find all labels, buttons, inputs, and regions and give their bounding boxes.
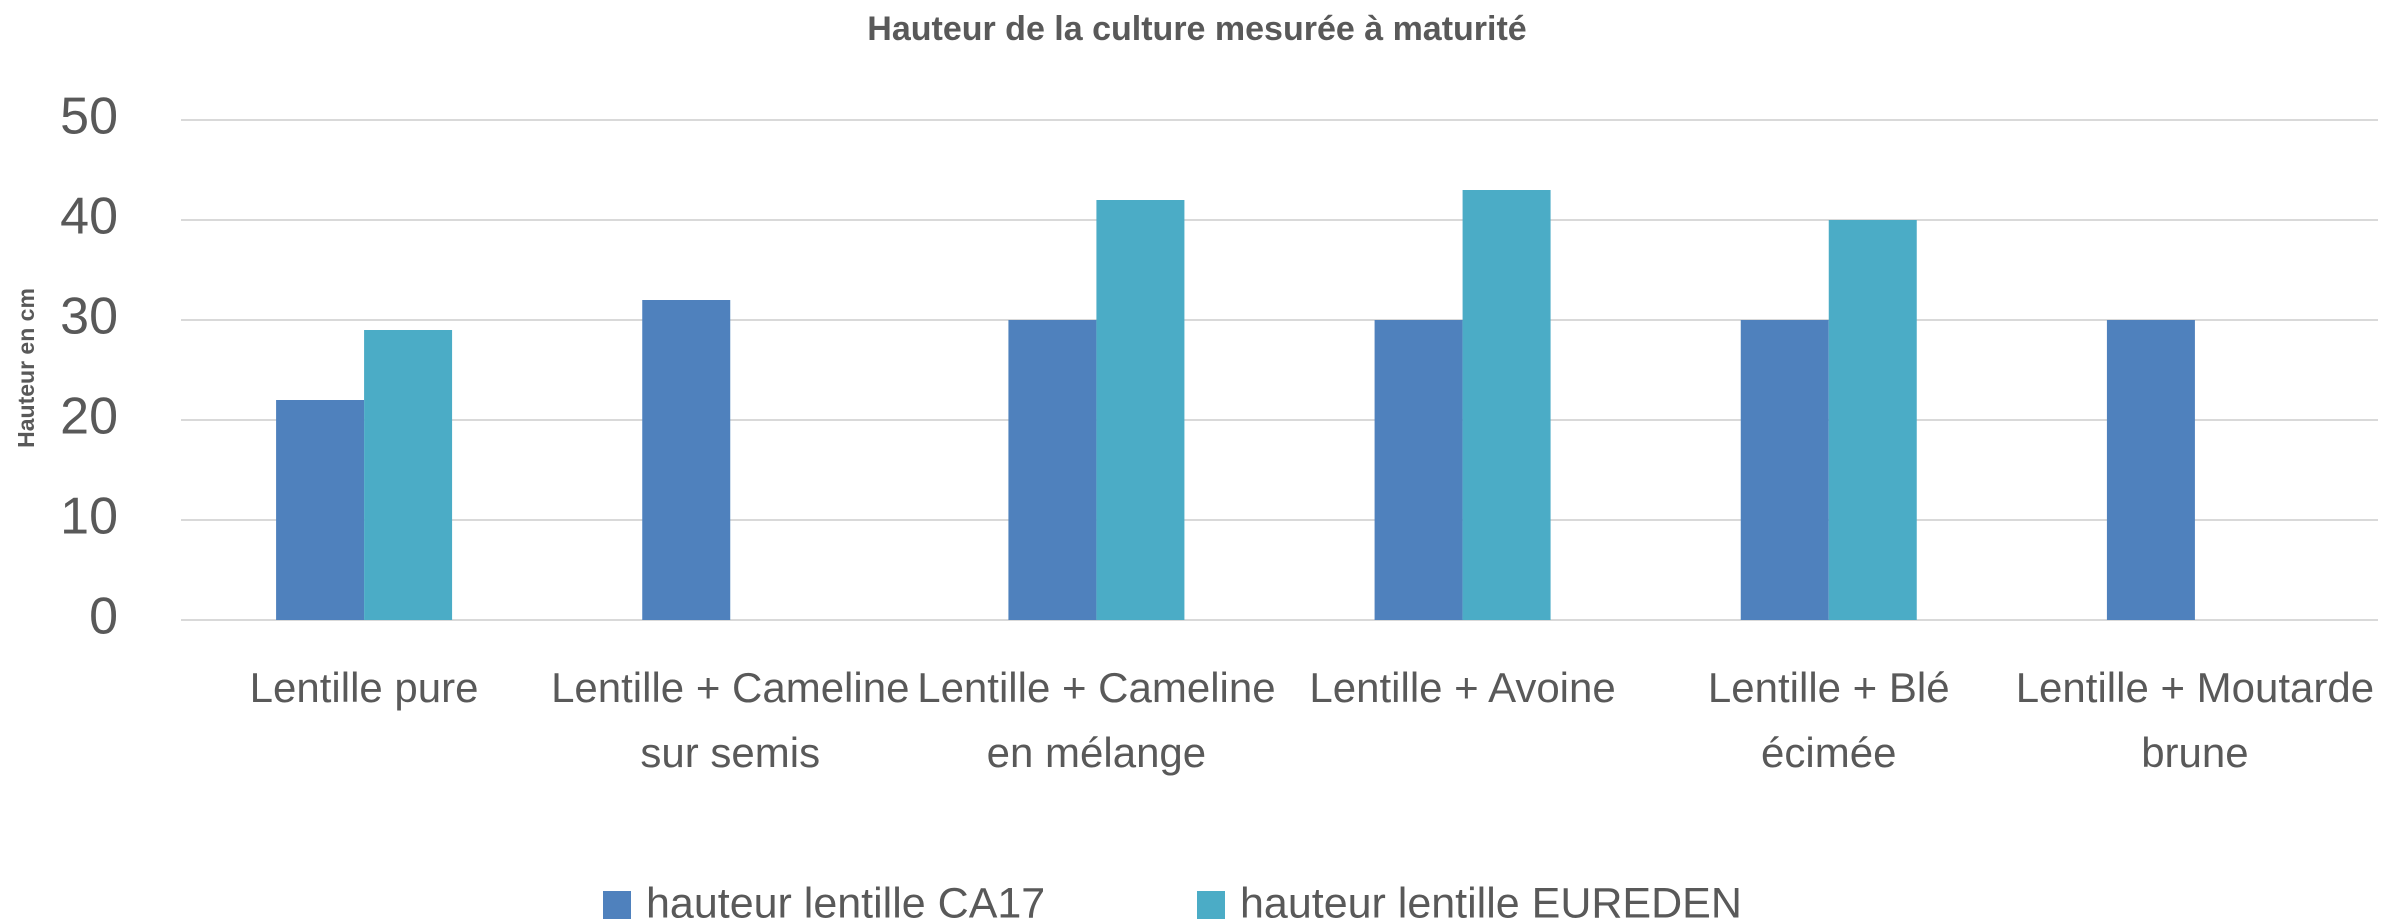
bar	[1740, 320, 1829, 620]
chart-title: Hauteur de la culture mesurée à maturité	[867, 10, 1526, 48]
bar	[1096, 200, 1185, 620]
y-tick-label: 50	[60, 88, 118, 146]
x-tick-label: Lentille + Cameline sur semis	[551, 664, 910, 776]
bar	[642, 300, 731, 620]
bar	[1374, 320, 1463, 620]
y-tick-label: 0	[89, 588, 118, 646]
x-tick-label: Lentille + Moutarde brune	[2015, 664, 2375, 776]
y-tick-label: 20	[60, 388, 118, 446]
legend-label: hauteur lentille CA17	[646, 879, 1045, 924]
x-tick-label: Lentille pure	[249, 664, 479, 711]
legend-label: hauteur lentille EUREDEN	[1240, 879, 1742, 924]
bar	[2106, 320, 2195, 620]
x-tick-label: Lentille + Avoine	[1309, 664, 1616, 711]
x-tick-label: Lentille + Cameline en mélange	[917, 664, 1276, 776]
y-tick-label: 10	[60, 488, 118, 546]
bar	[364, 330, 453, 620]
y-tick-label: 40	[60, 188, 118, 246]
bar	[1462, 190, 1551, 620]
bar	[1828, 220, 1917, 620]
legend-swatch	[603, 891, 631, 919]
x-tick-label: Lentille + Blé écimée	[1707, 664, 1950, 776]
bar	[1008, 320, 1097, 620]
y-axis-label: Hauteur en cm	[13, 288, 39, 448]
bar	[276, 400, 365, 620]
legend-swatch	[1197, 891, 1225, 919]
y-tick-label: 30	[60, 288, 118, 346]
